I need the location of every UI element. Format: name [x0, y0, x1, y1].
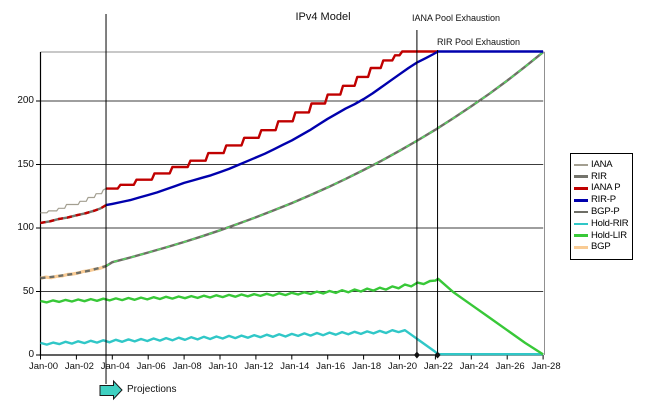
x-tick-label: Jan-00 [28, 361, 59, 372]
y-tick-label: 50 [22, 285, 34, 297]
legend-item: Hold-RIR [574, 218, 632, 230]
legend-item: IANA [574, 159, 632, 171]
legend-swatch-bgp [574, 245, 588, 250]
y-tick-label: 0 [28, 349, 34, 360]
x-tick-label: Jan-06 [136, 361, 166, 372]
legend-item: Hold-LIR [574, 230, 632, 242]
x-tick-label: Jan-28 [531, 361, 561, 372]
legend-swatch-rir [574, 175, 588, 178]
legend-item: RIR-P [574, 194, 632, 206]
legend-label: RIR-P [591, 194, 616, 206]
projections-label: Projections [127, 384, 177, 395]
y-tick-label: 200 [17, 95, 34, 106]
x-tick-label: Jan-04 [100, 361, 130, 372]
x-tick-label: Jan-14 [280, 361, 310, 372]
rir-pool-exhaustion-label: RIR Pool Exhaustion [437, 37, 521, 47]
x-tick-label: Jan-02 [64, 361, 94, 372]
iana-pool-exhaustion-label: IANA Pool Exhaustion [412, 13, 501, 23]
x-tick-label: Jan-10 [208, 361, 238, 372]
legend-label: RIR [591, 170, 607, 182]
x-tick-label: Jan-16 [316, 361, 346, 372]
legend-swatch-hold-lir [574, 234, 588, 237]
chart-title: IPv4 Model [295, 11, 351, 23]
x-tick-label: Jan-12 [244, 361, 274, 372]
legend-item: RIR [574, 171, 632, 183]
x-tick-label: Jan-08 [172, 361, 202, 372]
legend-swatch-iana-p [574, 187, 588, 190]
legend-label: IANA P [591, 182, 621, 194]
x-tick-label: Jan-24 [459, 361, 489, 372]
y-tick-label: 150 [17, 158, 34, 170]
legend-label: BGP-P [591, 206, 620, 218]
x-tick-label: Jan-18 [352, 361, 382, 372]
legend-label: Hold-LIR [591, 229, 627, 241]
legend-label: BGP [591, 241, 611, 253]
legend-item: IANA P [574, 183, 632, 195]
x-tick-label: Jan-22 [423, 361, 453, 372]
x-tick-label: Jan-20 [387, 361, 418, 372]
legend-label: IANA [591, 158, 613, 170]
legend-item: BGP [574, 242, 632, 254]
legend-swatch-iana [574, 164, 588, 166]
chart-legend: IANA RIR IANA P RIR-P BGP-P Hold-RIR Hol… [570, 153, 633, 260]
legend-label: Hold-RIR [591, 217, 629, 229]
y-tick-label: 100 [17, 222, 34, 233]
legend-item: BGP-P [574, 206, 632, 218]
projections-arrow-icon [99, 379, 123, 401]
legend-swatch-bgp-p [574, 210, 588, 214]
legend-swatch-rir-p [574, 199, 588, 202]
x-tick-label: Jan-26 [495, 361, 525, 372]
legend-swatch-hold-rir [574, 222, 588, 226]
